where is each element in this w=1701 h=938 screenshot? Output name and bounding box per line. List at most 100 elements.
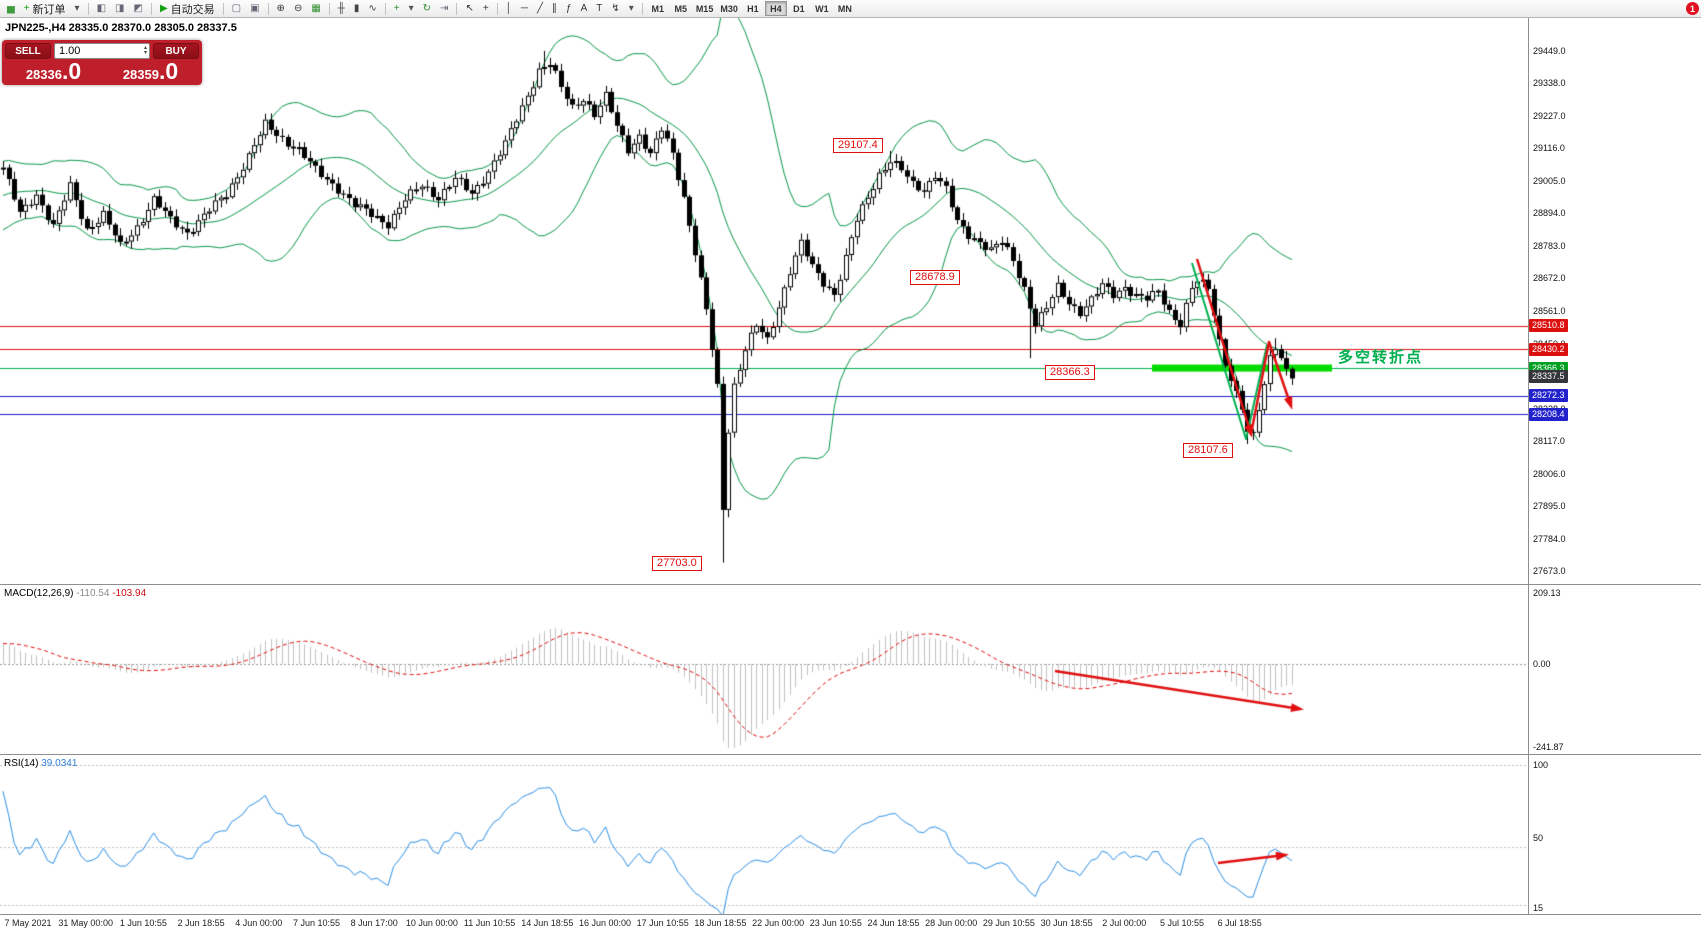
spinner-down-icon[interactable]: ▾ xyxy=(143,50,147,56)
panel-separator[interactable] xyxy=(0,914,1701,915)
tile-windows-button[interactable]: ▦ xyxy=(307,1,324,16)
y-axis-label: 27673.0 xyxy=(1533,566,1566,576)
vertical-line-button[interactable]: │ xyxy=(502,1,516,16)
toolbar-separator xyxy=(87,2,89,15)
zoom-in-button[interactable]: ⊕ xyxy=(273,1,289,16)
navigator-button[interactable]: ◩ xyxy=(129,1,146,16)
price-axis-border xyxy=(1528,18,1529,915)
chart-shift-button[interactable]: ⇥ xyxy=(436,1,452,16)
zoom-out-button[interactable]: ⊖ xyxy=(290,1,306,16)
navigator-icon: ◩ xyxy=(133,2,143,14)
rsi-axis-label: 50 xyxy=(1533,833,1544,843)
timeframe-button-MN[interactable]: MN xyxy=(834,1,856,16)
panel-separator[interactable] xyxy=(0,584,1701,585)
bar-chart-button[interactable]: ╫ xyxy=(334,1,349,16)
notification-badge[interactable]: 1 xyxy=(1686,2,1699,15)
channel-button[interactable]: ∥ xyxy=(548,1,561,16)
timeframe-button-H1[interactable]: H1 xyxy=(742,1,764,16)
timeframe-button-M5[interactable]: M5 xyxy=(670,1,692,16)
price-callout[interactable]: 28678.9 xyxy=(910,270,960,285)
time-axis[interactable]: 7 May 2021 31 May 00:00 1 Jun 10:55 2 Jun 1… xyxy=(0,915,1528,938)
candlestick-chart-icon: ▮ xyxy=(353,2,360,14)
toolbar-separator xyxy=(384,2,386,15)
timeframe-button-M15[interactable]: M15 xyxy=(693,1,717,16)
indicators-button[interactable]: + xyxy=(390,1,404,16)
y-axis-label: 29227.0 xyxy=(1533,111,1566,121)
time-axis-label: 17 Jun 10:55 xyxy=(636,918,689,928)
crosshair-button[interactable]: + xyxy=(479,1,493,16)
vertical-line-icon: │ xyxy=(505,2,512,14)
new-order-dropdown-button[interactable]: ▾ xyxy=(71,1,84,16)
fibonacci-button[interactable]: ƒ xyxy=(562,1,576,16)
chart-shift-icon: ⇥ xyxy=(440,2,449,14)
sell-button[interactable]: SELL xyxy=(5,43,51,59)
trendline-button[interactable]: ╱ xyxy=(533,1,547,16)
timeframe-button-H4[interactable]: H4 xyxy=(764,1,787,16)
timeframe-button-M30[interactable]: M30 xyxy=(717,1,741,16)
market-watch-button[interactable]: ◧ xyxy=(93,1,110,16)
timeframe-button-D1[interactable]: D1 xyxy=(788,1,810,16)
price-callout[interactable]: 28107.6 xyxy=(1183,443,1233,458)
timeframe-button-M1[interactable]: M1 xyxy=(647,1,669,16)
y-axis-label: 28783.0 xyxy=(1533,241,1566,251)
volume-input[interactable] xyxy=(59,45,144,57)
time-axis-label: 16 Jun 00:00 xyxy=(578,918,632,928)
tile-windows-icon: ▦ xyxy=(311,2,321,14)
volume-spinner[interactable]: ▴ ▾ xyxy=(143,45,147,56)
sell-price-fraction: .0 xyxy=(61,58,82,84)
autotrading-label: 自动交易 xyxy=(170,3,215,16)
time-axis-label: 2 Jul 00:00 xyxy=(1102,918,1147,928)
candlestick-chart-button[interactable]: ▮ xyxy=(350,1,364,16)
buy-button[interactable]: BUY xyxy=(153,43,199,59)
price-callout[interactable]: 29107.4 xyxy=(833,138,883,153)
y-axis-label: 28561.0 xyxy=(1533,306,1566,316)
toolbar: ▅ + 新订单 ▾ ◧ ◨ ◩ ▶ 自动交易 ▢ ▣ ⊕ ⊖ ▦ ╫ ▮ ∿ + ▾ ↻ ⇥ ↖ + │ ─ ╱ ∥ ƒ A T ↯ ▾ M1 M… xyxy=(0,0,1701,18)
cursor-button[interactable]: ↖ xyxy=(461,1,477,16)
time-axis-label: 18 Jun 18:55 xyxy=(694,918,747,928)
horizontal-line-button[interactable]: ─ xyxy=(517,1,532,16)
arrows-dropdown-button[interactable]: ▾ xyxy=(625,1,638,16)
toolbar-separator xyxy=(328,2,330,15)
data-window-button[interactable]: ◨ xyxy=(111,1,128,16)
profiles-button[interactable]: ▣ xyxy=(246,1,263,16)
y-axis-label: 27895.0 xyxy=(1533,501,1566,511)
new-order-label: 新订单 xyxy=(32,3,66,16)
chart-window-button[interactable]: ▅ xyxy=(3,1,19,16)
rsi-canvas[interactable] xyxy=(0,755,1528,914)
rsi-axis-label: 15 xyxy=(1533,903,1544,913)
text-label-button[interactable]: T xyxy=(592,1,606,16)
buy-price-fraction: .0 xyxy=(158,58,179,84)
indicators-dropdown-button[interactable]: ▾ xyxy=(405,1,418,16)
time-axis-label: 24 Jun 18:55 xyxy=(867,918,920,928)
time-axis-label: 2 Jun 18:55 xyxy=(177,918,225,928)
buy-price[interactable]: 28359.0 xyxy=(102,59,199,84)
volume-field[interactable]: ▴▾ xyxy=(54,43,150,59)
bar-chart-icon: ╫ xyxy=(337,2,345,14)
price-callout[interactable]: 28366.3 xyxy=(1045,365,1095,380)
line-chart-button[interactable]: ∿ xyxy=(364,1,380,16)
sell-price[interactable]: 28336.0 xyxy=(5,59,102,84)
spinner-up-icon[interactable]: ▴ xyxy=(143,45,147,51)
arrows-tool-button[interactable]: ↯ xyxy=(607,1,623,16)
time-axis-label: 14 Jun 18:55 xyxy=(521,918,574,928)
main-chart-canvas[interactable] xyxy=(0,18,1528,584)
auto-scroll-button[interactable]: ↻ xyxy=(419,1,435,16)
price-axis[interactable]: 29449.0 29338.0 29227.0 29116.0 29005.0 28894… xyxy=(1529,0,1701,938)
chart-annotation[interactable]: 多空转折点 xyxy=(1338,349,1424,366)
rsi-indicator-label: RSI(14) 39.0341 xyxy=(4,758,77,769)
text-button[interactable]: A xyxy=(577,1,592,16)
toolbar-separator xyxy=(641,2,643,15)
new-order-icon: + xyxy=(23,2,30,14)
macd-main-value: -110.54 xyxy=(76,588,110,599)
panel-separator[interactable] xyxy=(0,754,1701,755)
text-icon: A xyxy=(580,2,588,14)
time-axis-label: 10 Jun 00:00 xyxy=(405,918,458,928)
time-axis-label: 7 Jun 10:55 xyxy=(292,918,341,928)
macd-canvas[interactable] xyxy=(0,585,1528,754)
timeframe-button-W1[interactable]: W1 xyxy=(811,1,833,16)
new-chart-button[interactable]: ▢ xyxy=(228,1,245,16)
price-callout[interactable]: 27703.0 xyxy=(652,556,702,571)
autotrading-button[interactable]: ▶ 自动交易 xyxy=(156,1,219,16)
auto-scroll-icon: ↻ xyxy=(422,2,432,14)
new-order-button[interactable]: + 新订单 xyxy=(20,1,70,16)
